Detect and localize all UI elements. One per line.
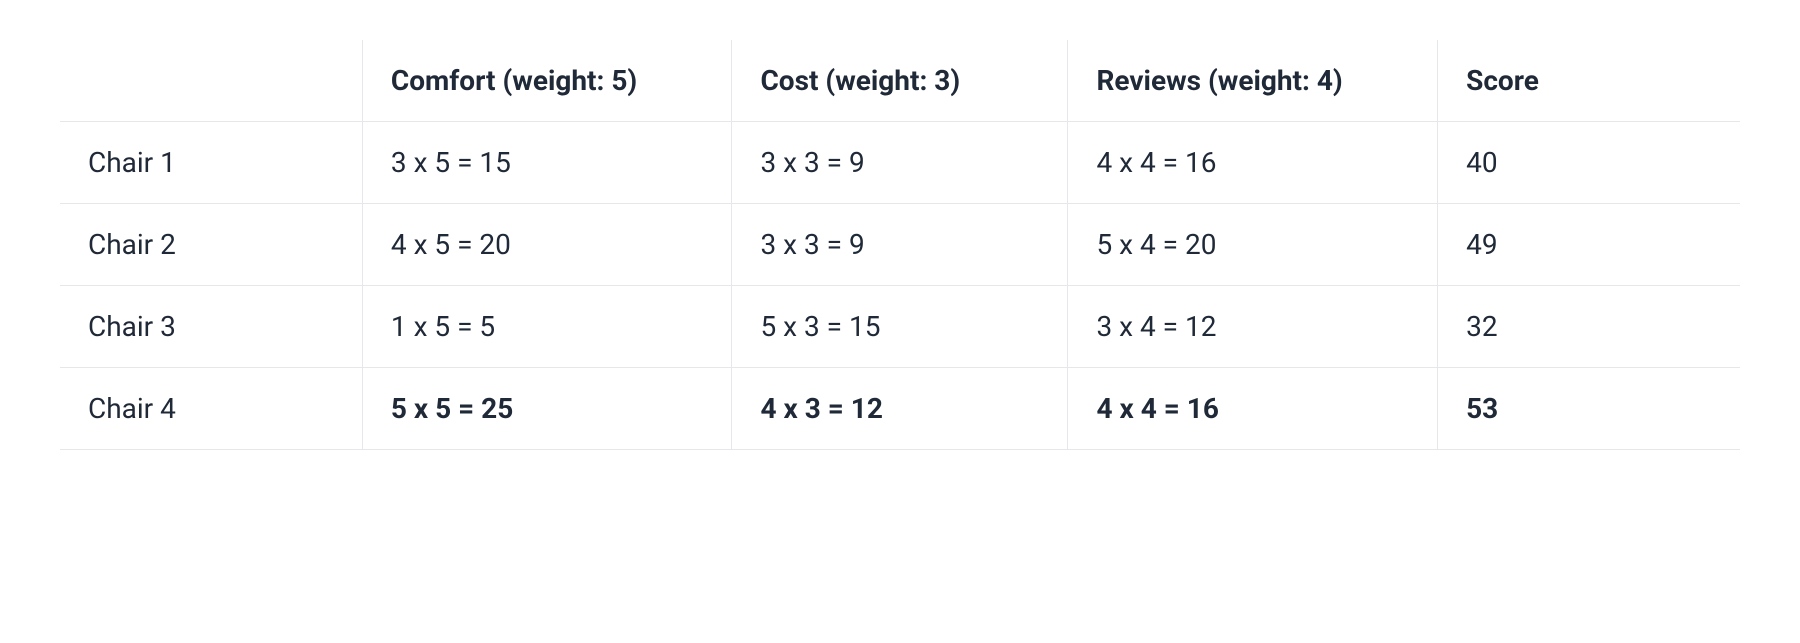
row-label: Chair 1: [60, 122, 362, 204]
cell-reviews: 3 x 4 = 12: [1068, 286, 1438, 368]
table-row: Chair 3 1 x 5 = 5 5 x 3 = 15 3 x 4 = 12 …: [60, 286, 1740, 368]
row-label: Chair 2: [60, 204, 362, 286]
cell-reviews: 4 x 4 = 16: [1068, 368, 1438, 450]
cell-comfort: 4 x 5 = 20: [362, 204, 732, 286]
table-row: Chair 4 5 x 5 = 25 4 x 3 = 12 4 x 4 = 16…: [60, 368, 1740, 450]
table-row: Chair 1 3 x 5 = 15 3 x 3 = 9 4 x 4 = 16 …: [60, 122, 1740, 204]
header-reviews: Reviews (weight: 4): [1068, 40, 1438, 122]
header-cost: Cost (weight: 3): [732, 40, 1068, 122]
cell-score: 49: [1438, 204, 1740, 286]
cell-reviews: 4 x 4 = 16: [1068, 122, 1438, 204]
cell-score: 53: [1438, 368, 1740, 450]
table-header-row: Comfort (weight: 5) Cost (weight: 3) Rev…: [60, 40, 1740, 122]
header-score: Score: [1438, 40, 1740, 122]
cell-score: 32: [1438, 286, 1740, 368]
cell-comfort: 1 x 5 = 5: [362, 286, 732, 368]
table-body: Chair 1 3 x 5 = 15 3 x 3 = 9 4 x 4 = 16 …: [60, 122, 1740, 450]
cell-reviews: 5 x 4 = 20: [1068, 204, 1438, 286]
cell-comfort: 5 x 5 = 25: [362, 368, 732, 450]
row-label: Chair 3: [60, 286, 362, 368]
table-row: Chair 2 4 x 5 = 20 3 x 3 = 9 5 x 4 = 20 …: [60, 204, 1740, 286]
cell-cost: 4 x 3 = 12: [732, 368, 1068, 450]
header-empty: [60, 40, 362, 122]
cell-cost: 5 x 3 = 15: [732, 286, 1068, 368]
cell-cost: 3 x 3 = 9: [732, 204, 1068, 286]
cell-score: 40: [1438, 122, 1740, 204]
score-table: Comfort (weight: 5) Cost (weight: 3) Rev…: [60, 40, 1740, 450]
cell-comfort: 3 x 5 = 15: [362, 122, 732, 204]
cell-cost: 3 x 3 = 9: [732, 122, 1068, 204]
row-label: Chair 4: [60, 368, 362, 450]
header-comfort: Comfort (weight: 5): [362, 40, 732, 122]
